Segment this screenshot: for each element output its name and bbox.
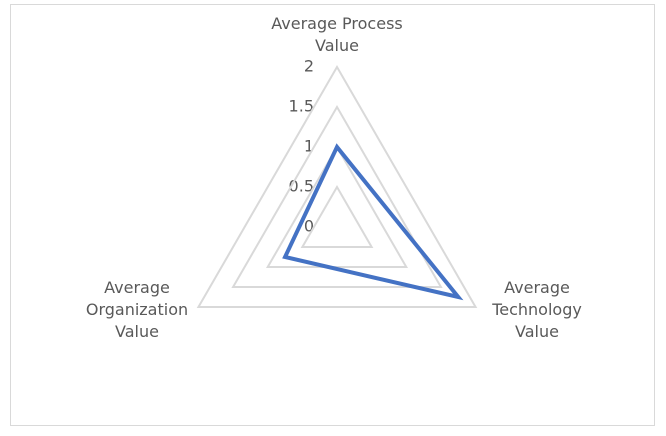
axis-label: Average Technology Value: [492, 278, 582, 341]
series-line: [282, 143, 464, 301]
grid-ring: [300, 185, 374, 248]
tick-label: 2: [304, 57, 314, 76]
tick-label: 1.5: [289, 97, 314, 116]
axis-label: Average Process Value: [271, 14, 403, 55]
grid-ring: [196, 64, 478, 308]
tick-label: 1: [304, 137, 314, 156]
axis-label: Average Organization Value: [85, 278, 189, 341]
grid-ring: [231, 104, 443, 288]
tick-label: 0: [304, 217, 314, 236]
chart-border: [10, 4, 655, 426]
